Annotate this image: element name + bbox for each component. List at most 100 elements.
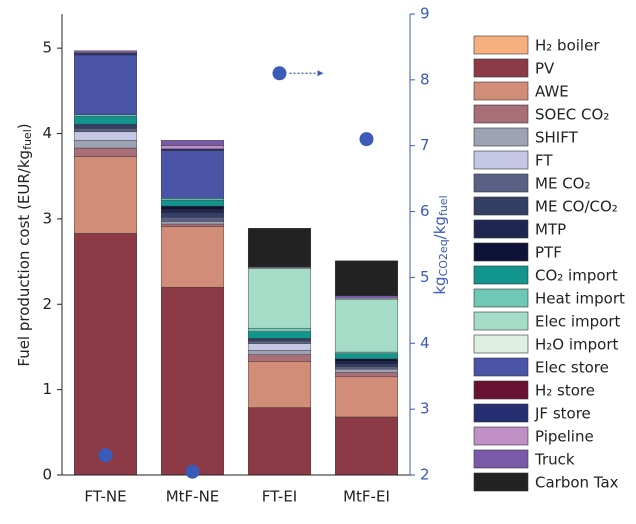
bar-segment	[247, 327, 312, 332]
legend-label: Carbon Tax	[535, 474, 619, 492]
bar-segment	[73, 233, 138, 476]
y2-label-part: CO2eq	[437, 239, 450, 276]
bar-segment	[73, 128, 138, 133]
y2-tick-label: 7	[420, 136, 430, 154]
bar-segment	[334, 372, 399, 378]
y-tick-label: 4	[42, 124, 52, 142]
x-tick-label: MtF-NE	[166, 488, 220, 506]
legend-label: FT	[535, 152, 553, 170]
legend-swatch	[473, 311, 529, 331]
bar-segment	[73, 53, 138, 56]
legend-label: JF store	[534, 405, 591, 423]
y2-tick-label: 3	[420, 400, 430, 418]
bar-segment	[160, 150, 225, 199]
legend-swatch	[473, 403, 529, 423]
bar-segment	[73, 50, 138, 53]
bar-segment	[160, 212, 225, 218]
legend-swatch	[473, 127, 529, 147]
legend-swatch	[473, 150, 529, 170]
legend-swatch	[473, 426, 529, 446]
legend-swatch	[473, 288, 529, 308]
legend-label: SHIFT	[535, 129, 579, 147]
legend-swatch	[473, 81, 529, 101]
y-tick-label: 0	[42, 466, 52, 484]
legend-label: PV	[535, 60, 555, 78]
legend-label: Heat import	[535, 290, 625, 308]
bar-segment	[247, 407, 312, 476]
bar-segment	[160, 198, 225, 201]
y-label-part: fuel	[21, 129, 34, 150]
y2-tick-label: 5	[420, 268, 430, 286]
legend-label: PTF	[535, 244, 562, 262]
y-label-part: )	[15, 123, 33, 129]
y-label-part: Fuel production cost (EUR/kg	[15, 150, 33, 367]
bar-segment	[334, 368, 399, 373]
y-axis-label: Fuel production cost (EUR/kgfuel)	[15, 123, 35, 366]
y-tick-label: 1	[42, 380, 52, 398]
legend-label: ME CO/CO₂	[535, 198, 618, 216]
bar-segment	[73, 131, 138, 141]
bar-segment	[334, 295, 399, 299]
legend-label: CO₂ import	[535, 267, 618, 285]
bar-segment	[247, 354, 312, 362]
y2-label-part: kg	[431, 276, 449, 294]
legend-swatch	[473, 242, 529, 262]
bar-segment	[160, 216, 225, 222]
bar-segment	[160, 199, 225, 207]
x-tick-label: FT-NE	[84, 488, 126, 506]
legend-swatch	[473, 265, 529, 285]
emission-point	[185, 464, 200, 479]
legend-label: H₂ store	[535, 382, 595, 400]
legend-label: Pipeline	[535, 428, 594, 446]
bar-segment	[247, 268, 312, 329]
emission-point	[98, 448, 113, 463]
y2-tick-label: 2	[420, 466, 430, 484]
bar-segment	[334, 351, 399, 354]
legend-swatch	[473, 449, 529, 469]
legend-label: ME CO₂	[535, 175, 590, 193]
bar-segment	[334, 361, 399, 365]
emission-point	[359, 132, 374, 147]
bar-segment	[160, 221, 225, 225]
y2-label-part: fuel	[437, 195, 450, 216]
emission-point	[272, 66, 287, 81]
bar-segment	[334, 376, 399, 418]
legend-swatch	[473, 219, 529, 239]
legend-label: H₂O import	[535, 336, 619, 354]
bar-segment	[73, 54, 138, 115]
legend-swatch	[473, 58, 529, 78]
legend-label: H₂ boiler	[535, 37, 600, 55]
bar-segment	[160, 209, 225, 214]
bar-segment	[247, 340, 312, 344]
bar-segment	[160, 140, 225, 146]
bar-segment	[160, 286, 225, 476]
bar-segment	[334, 298, 399, 353]
y2-tick-label: 8	[420, 70, 430, 88]
y-tick-label: 3	[42, 209, 52, 227]
bar-segment	[160, 145, 225, 150]
legend-swatch	[473, 196, 529, 216]
y-tick-label: 5	[42, 39, 52, 57]
bar-segment	[73, 114, 138, 117]
bar-segment	[247, 361, 312, 408]
y2-tick-label: 9	[420, 5, 430, 23]
legend-swatch	[473, 334, 529, 354]
y2-axis-label: kgCO2eq/kgfuel	[431, 195, 451, 294]
bar-segment	[73, 147, 138, 157]
bar-segment	[247, 338, 312, 342]
y2-label-part: /kg	[431, 216, 449, 239]
bar-segment	[160, 205, 225, 210]
bar-segment	[247, 331, 312, 339]
bar-segment	[247, 350, 312, 355]
legend-label: Elec import	[535, 313, 621, 331]
y2-tick-label: 4	[420, 334, 430, 352]
legend-label: Truck	[534, 451, 575, 469]
bar-segment	[334, 353, 399, 360]
bar-segment	[160, 148, 225, 151]
bar-segment	[160, 223, 225, 227]
bar-segment	[73, 156, 138, 234]
annotation-arrowhead	[317, 70, 324, 77]
x-tick-label: MtF-EI	[343, 488, 390, 506]
bar-segment	[73, 123, 138, 129]
